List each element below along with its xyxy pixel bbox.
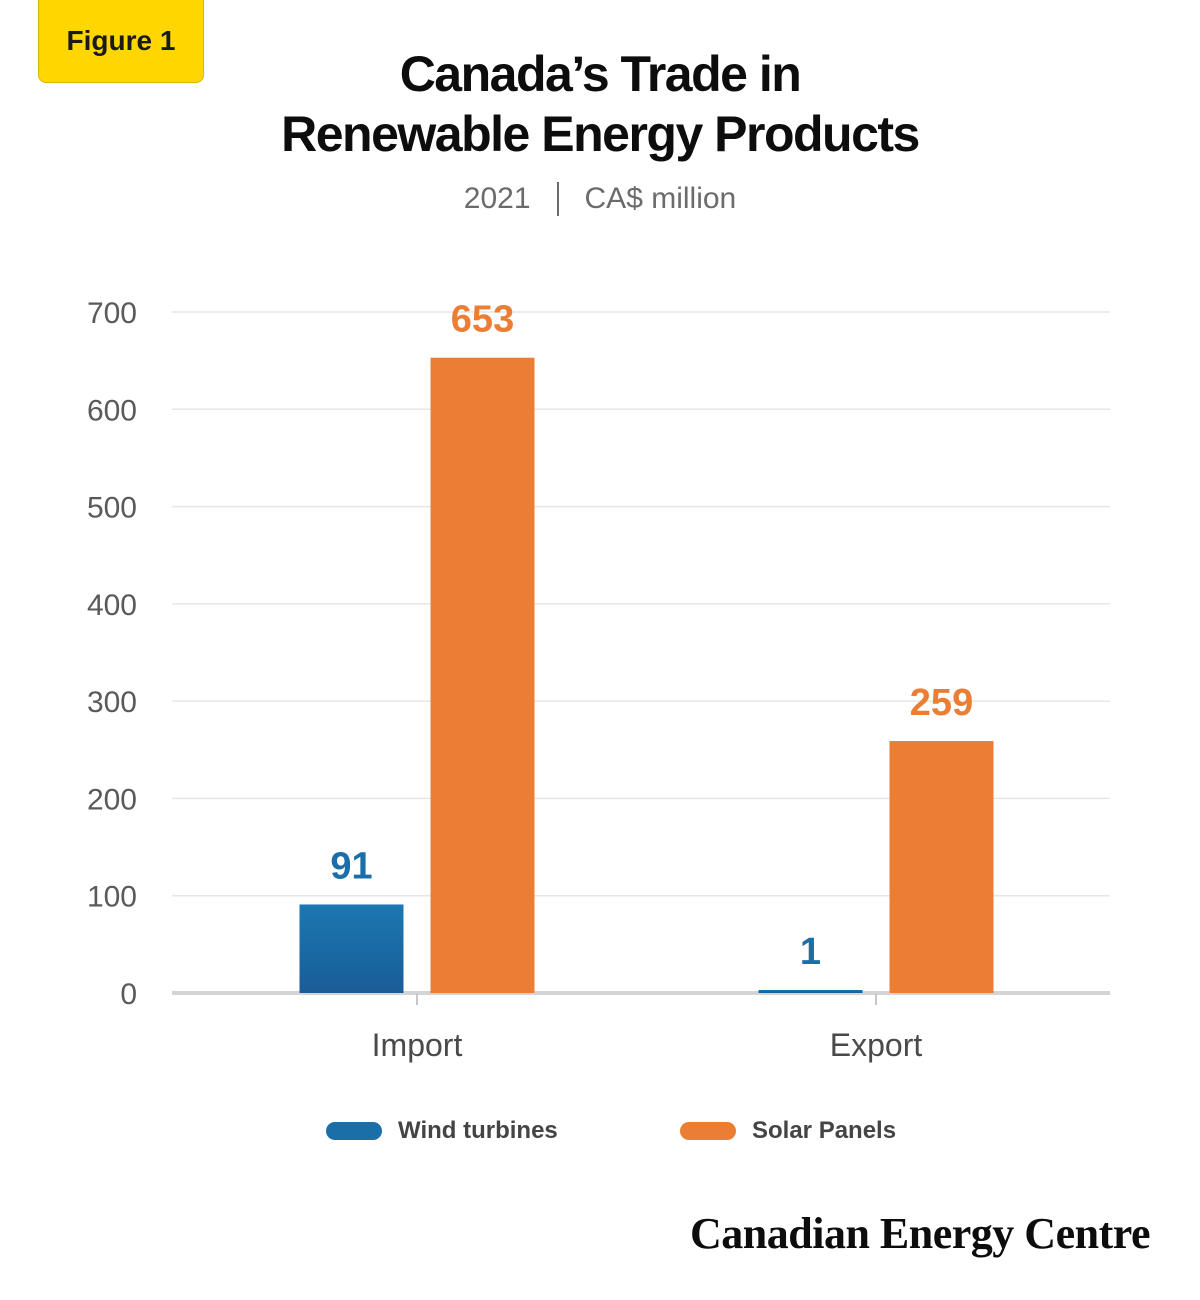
y-tick-label: 200 (87, 783, 137, 816)
y-tick-label: 300 (87, 686, 137, 719)
bar-solar-export (889, 741, 994, 993)
figure-badge: Figure 1 (38, 0, 204, 83)
data-label: 653 (451, 299, 514, 341)
subtitle-separator (556, 182, 559, 216)
brand-logo-text: Canadian Energy Centre (690, 1209, 1150, 1258)
subtitle-unit: CA$ million (584, 182, 737, 215)
chart-title-line-1: Canada’s Trade in (399, 46, 802, 102)
x-category-label: Export (830, 1027, 923, 1063)
chart-subtitle: 2021 CA$ million (0, 182, 1200, 216)
y-tick-label: 600 (87, 394, 137, 427)
y-tick-label: 400 (87, 589, 137, 622)
legend-swatch-solar (680, 1122, 736, 1140)
legend-item-solar: Solar Panels (680, 1117, 896, 1145)
data-label: 91 (330, 845, 372, 887)
legend-label-solar: Solar Panels (752, 1117, 897, 1144)
legend-label-wind: Wind turbines (398, 1117, 558, 1144)
y-tick-label: 100 (87, 881, 137, 914)
subtitle-year: 2021 (463, 182, 531, 215)
x-category-label: Import (372, 1027, 463, 1063)
bar-wind-import (299, 904, 404, 993)
bar-solar-import (430, 357, 535, 994)
y-tick-label: 500 (87, 492, 137, 525)
y-tick-label: 700 (87, 297, 137, 330)
data-label: 259 (910, 682, 973, 724)
y-tick-label: 0 (120, 978, 137, 1011)
legend-swatch-wind (326, 1122, 382, 1140)
data-label: 1 (800, 931, 821, 973)
bar-chart: 0 100 200 300 400 500 600 700 Import 91 653 Export 1… (87, 297, 1110, 1063)
bar-wind-export (758, 990, 863, 993)
chart-title-line-2: Renewable Energy Products (281, 106, 920, 162)
chart-legend: Wind turbines Solar Panels (0, 1117, 1200, 1149)
legend-item-wind: Wind turbines (326, 1117, 558, 1145)
chart-title: Canada’s Trade in Renewable Energy Produ… (0, 44, 1200, 164)
